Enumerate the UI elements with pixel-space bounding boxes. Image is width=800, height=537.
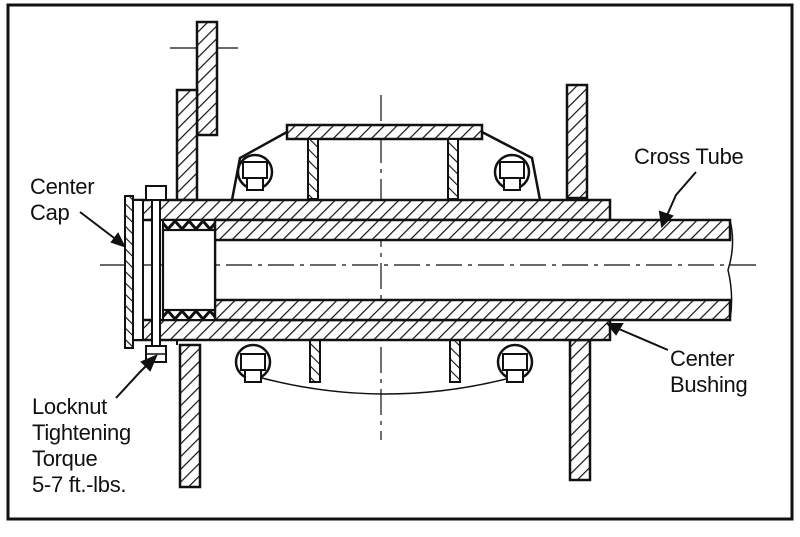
label-center-cap-line2: Cap bbox=[30, 200, 70, 225]
top-bracket bbox=[230, 123, 542, 201]
bolt-bottom-right bbox=[496, 343, 534, 383]
label-center-cap-line1: Center bbox=[30, 174, 95, 199]
leader-lines bbox=[79, 171, 697, 399]
label-locknut-line1: Locknut bbox=[32, 394, 107, 419]
bottom-bracket bbox=[261, 339, 511, 395]
center-cap bbox=[124, 195, 144, 349]
label-locknut-line2: Tightening bbox=[32, 420, 131, 445]
locknut-stud bbox=[145, 185, 167, 363]
label-center-cap: Center Cap bbox=[30, 174, 95, 226]
outer-housing bbox=[133, 198, 612, 342]
label-center-bushing: Center Bushing bbox=[670, 346, 748, 398]
diagram-border bbox=[6, 3, 794, 521]
cross-tube bbox=[213, 218, 734, 322]
label-locknut-line4: 5-7 ft.-lbs. bbox=[32, 472, 127, 497]
bushing-end-cap bbox=[161, 228, 217, 312]
right-frame-plate bbox=[565, 83, 592, 482]
bolt-bottom-left bbox=[234, 343, 272, 383]
label-locknut-torque: Locknut Tightening Torque 5-7 ft.-lbs. bbox=[32, 394, 131, 498]
label-cross-tube: Cross Tube bbox=[634, 144, 744, 169]
bolt-top-left bbox=[236, 153, 274, 191]
label-center-bushing-line2: Bushing bbox=[670, 372, 748, 397]
bolt-top-right bbox=[493, 153, 531, 191]
label-center-bushing-line1: Center bbox=[670, 346, 735, 371]
label-locknut-line3: Torque bbox=[32, 446, 98, 471]
